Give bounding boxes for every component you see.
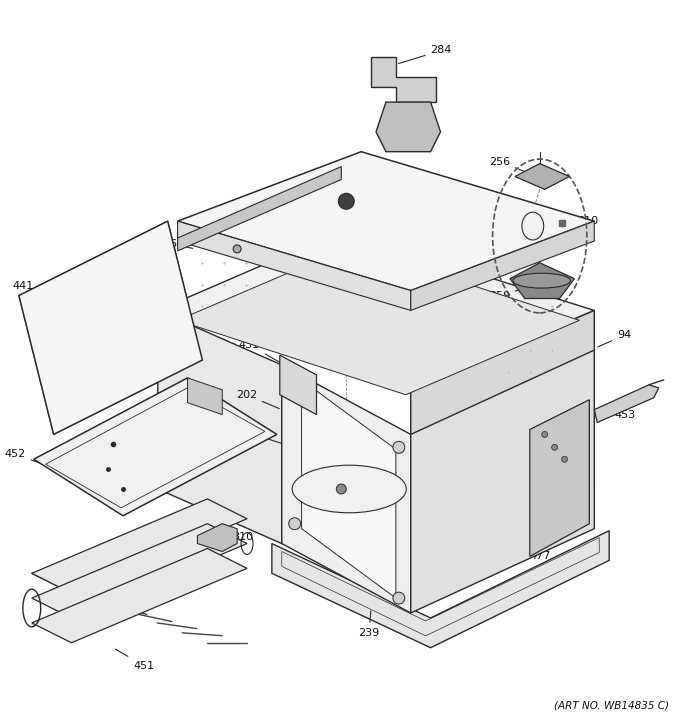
Text: 283: 283 bbox=[348, 172, 380, 194]
Text: 477: 477 bbox=[529, 539, 550, 561]
Text: 441: 441 bbox=[12, 281, 56, 304]
Circle shape bbox=[542, 431, 547, 437]
Text: 202: 202 bbox=[236, 390, 279, 409]
Polygon shape bbox=[177, 167, 341, 251]
Polygon shape bbox=[158, 231, 594, 390]
Text: 752: 752 bbox=[194, 226, 235, 247]
Text: 431: 431 bbox=[239, 340, 282, 364]
Polygon shape bbox=[411, 221, 594, 310]
Circle shape bbox=[337, 484, 346, 494]
Polygon shape bbox=[376, 102, 441, 152]
Polygon shape bbox=[371, 57, 436, 102]
Text: 94: 94 bbox=[299, 214, 321, 237]
Ellipse shape bbox=[292, 465, 406, 513]
Polygon shape bbox=[530, 399, 590, 557]
Polygon shape bbox=[272, 531, 609, 647]
Ellipse shape bbox=[522, 212, 544, 240]
Text: 257: 257 bbox=[479, 214, 518, 224]
Polygon shape bbox=[32, 499, 247, 593]
Circle shape bbox=[393, 592, 405, 604]
Text: 453: 453 bbox=[599, 410, 635, 420]
Polygon shape bbox=[515, 164, 569, 189]
Ellipse shape bbox=[513, 273, 571, 288]
Text: 259: 259 bbox=[489, 286, 532, 301]
Polygon shape bbox=[411, 310, 594, 568]
Text: 451: 451 bbox=[116, 649, 154, 671]
Polygon shape bbox=[177, 246, 579, 394]
Polygon shape bbox=[510, 262, 575, 299]
Text: 452: 452 bbox=[5, 450, 49, 466]
Circle shape bbox=[562, 456, 568, 463]
Polygon shape bbox=[411, 350, 594, 613]
Polygon shape bbox=[188, 378, 222, 415]
Text: 94: 94 bbox=[598, 330, 631, 347]
Text: (ART NO. WB14835 C): (ART NO. WB14835 C) bbox=[554, 700, 668, 710]
Polygon shape bbox=[32, 523, 247, 618]
Text: 239: 239 bbox=[358, 610, 379, 638]
Polygon shape bbox=[158, 310, 282, 544]
Text: 810: 810 bbox=[215, 531, 254, 542]
Circle shape bbox=[289, 518, 301, 530]
Circle shape bbox=[233, 245, 241, 253]
Circle shape bbox=[551, 444, 558, 450]
Polygon shape bbox=[177, 152, 594, 291]
Polygon shape bbox=[197, 523, 237, 552]
Polygon shape bbox=[594, 385, 659, 423]
Circle shape bbox=[339, 194, 354, 210]
Polygon shape bbox=[282, 365, 411, 613]
Text: 810: 810 bbox=[564, 216, 598, 226]
Text: 66: 66 bbox=[164, 239, 192, 249]
Polygon shape bbox=[302, 380, 396, 598]
Text: 201: 201 bbox=[237, 428, 282, 444]
Circle shape bbox=[289, 372, 301, 384]
Polygon shape bbox=[34, 378, 277, 515]
Polygon shape bbox=[279, 355, 316, 415]
Text: 256: 256 bbox=[489, 157, 527, 173]
Polygon shape bbox=[32, 549, 247, 643]
Circle shape bbox=[393, 442, 405, 453]
Text: 284: 284 bbox=[398, 46, 452, 64]
Polygon shape bbox=[177, 221, 411, 310]
Polygon shape bbox=[19, 221, 203, 434]
